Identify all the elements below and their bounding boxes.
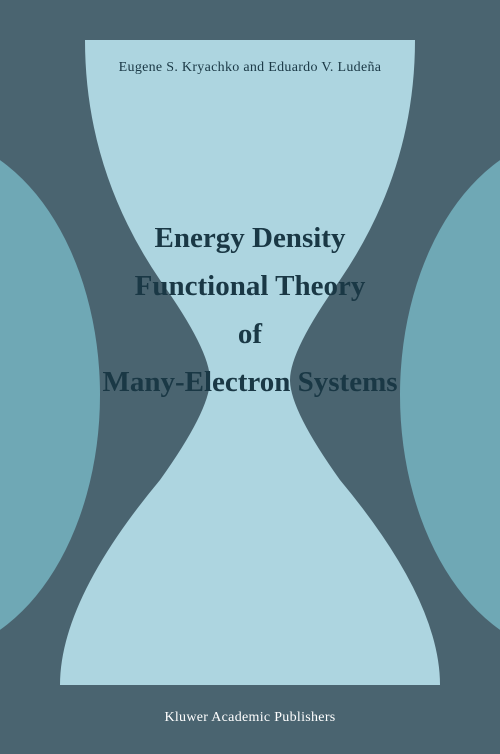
book-title: Energy Density Functional Theory of Many… [0, 215, 500, 406]
title-line-2: Functional Theory [0, 263, 500, 311]
publisher: Kluwer Academic Publishers [0, 710, 500, 726]
authors: Eugene S. Kryachko and Eduardo V. Ludeña [0, 60, 500, 76]
title-line-3: of [0, 311, 500, 359]
book-cover: Eugene S. Kryachko and Eduardo V. Ludeña… [0, 0, 500, 754]
title-line-1: Energy Density [0, 215, 500, 263]
title-line-4: Many-Electron Systems [0, 359, 500, 407]
